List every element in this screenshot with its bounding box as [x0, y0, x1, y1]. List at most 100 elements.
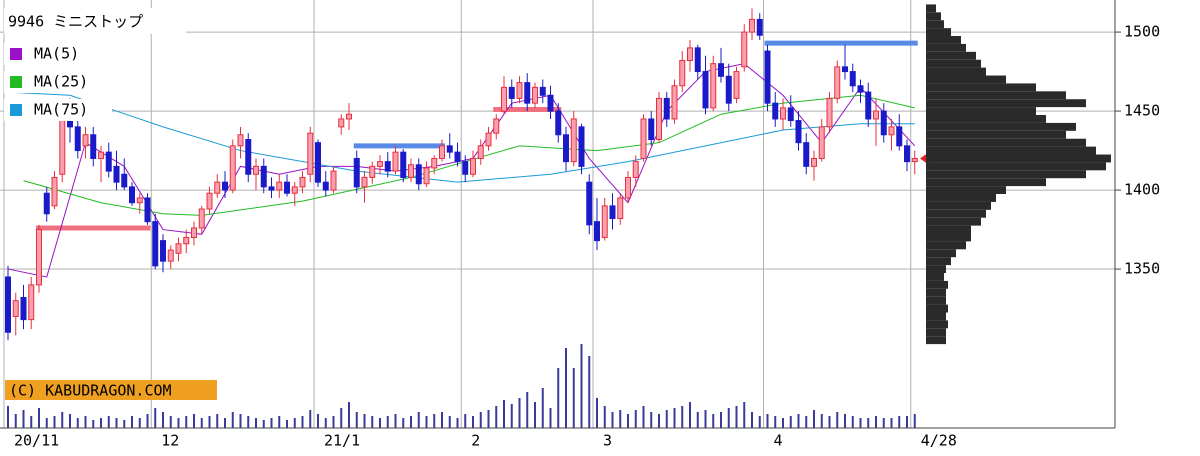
volume-bar — [541, 388, 544, 428]
copyright-bg — [5, 380, 217, 400]
price-volume-bar — [926, 170, 1086, 179]
y-tick-label: 1350 — [1124, 260, 1160, 278]
y-tick-label: 1400 — [1124, 181, 1160, 199]
price-volume-bar — [926, 336, 946, 345]
candle-body — [787, 107, 794, 122]
candle-body — [880, 110, 887, 136]
volume-bar — [193, 414, 195, 428]
candle-body — [485, 132, 492, 147]
candle-body — [12, 300, 19, 317]
price-volume-bar — [926, 178, 1046, 187]
volume-bar — [185, 416, 188, 428]
candle-body — [811, 157, 817, 167]
volume-bar — [30, 416, 33, 428]
volume-bar — [100, 418, 102, 428]
volume-bar — [782, 418, 784, 428]
candle-body — [687, 47, 693, 62]
volume-bar — [549, 408, 552, 428]
x-tick-label: 21/1 — [324, 432, 360, 450]
ma-line — [7, 63, 916, 278]
volume-bar — [394, 414, 397, 428]
volume-bar — [534, 402, 536, 428]
volume-bar — [239, 414, 242, 428]
volume-bar — [510, 404, 513, 428]
candle-body — [5, 276, 11, 333]
volume-bar — [472, 416, 474, 428]
candle-body — [555, 110, 562, 136]
legend-swatch — [10, 104, 22, 116]
candle-body — [276, 181, 283, 191]
volume-bar — [348, 402, 350, 428]
candle-body — [206, 192, 213, 210]
candle-body — [253, 165, 259, 175]
price-volume-bar — [926, 249, 956, 258]
candle-body — [315, 142, 321, 183]
x-tick-label: 4 — [774, 432, 783, 450]
candle-body — [842, 66, 848, 73]
volume-bar — [650, 412, 653, 428]
price-volume-bar — [926, 12, 941, 21]
volume-bar — [464, 414, 467, 428]
volume-bar — [255, 418, 257, 428]
volume-bar — [22, 410, 25, 428]
candle-body — [865, 91, 872, 120]
candle-body — [873, 110, 879, 120]
candle-body — [330, 170, 337, 191]
volume-bar — [200, 418, 203, 428]
volume-bar — [247, 416, 250, 428]
volume-bar — [278, 416, 281, 428]
candle-body — [237, 134, 244, 147]
candle-body — [834, 66, 841, 99]
candle-body — [694, 47, 701, 73]
price-volume-bar — [926, 91, 1066, 100]
price-volume-bar — [926, 43, 966, 52]
volume-bar — [262, 420, 265, 428]
price-volume-bar — [926, 265, 946, 274]
candle-body — [152, 221, 159, 267]
candle-body — [594, 221, 600, 242]
candle-body — [392, 151, 399, 172]
candle-body — [183, 236, 190, 245]
candle-body — [268, 186, 275, 191]
volume-bar — [371, 416, 374, 428]
legend-label: MA(75) — [34, 101, 88, 119]
price-volume-bar — [926, 296, 946, 305]
title-bg — [4, 8, 186, 34]
volume-bar — [720, 412, 722, 428]
candle-body — [446, 145, 453, 153]
price-volume-bar — [926, 320, 948, 329]
candle-body — [725, 75, 732, 104]
volume-bar — [867, 418, 870, 428]
candle-body — [609, 205, 616, 220]
candle-body — [322, 181, 329, 191]
candle-body — [408, 164, 414, 178]
candle-body — [284, 181, 290, 194]
legend-label: MA(25) — [34, 73, 88, 91]
price-volume-bar — [926, 28, 951, 37]
x-tick-label: 20/11 — [14, 432, 59, 450]
volume-bar — [619, 410, 622, 428]
candle-body — [353, 157, 360, 188]
price-volume-bar — [926, 304, 948, 313]
volume-bar — [317, 414, 319, 428]
candle-body — [818, 126, 825, 159]
volume-bar — [565, 348, 567, 428]
candle-body — [98, 151, 104, 159]
candle-body — [803, 142, 810, 167]
volume-bar — [596, 398, 598, 428]
volume-bar — [355, 412, 358, 428]
candle-body — [501, 86, 507, 112]
candle-body — [632, 161, 639, 178]
candle-body — [570, 118, 577, 163]
volume-bar — [882, 418, 885, 428]
candle-body — [780, 107, 786, 120]
volume-bar — [642, 406, 645, 428]
candle-body — [454, 151, 461, 163]
candle-body — [532, 86, 538, 104]
candle-body — [656, 97, 662, 141]
candle-body — [663, 97, 670, 120]
candle-body — [586, 181, 593, 226]
candle-body — [415, 164, 422, 185]
candle-body — [539, 86, 546, 96]
price-volume-bar — [926, 83, 1036, 92]
